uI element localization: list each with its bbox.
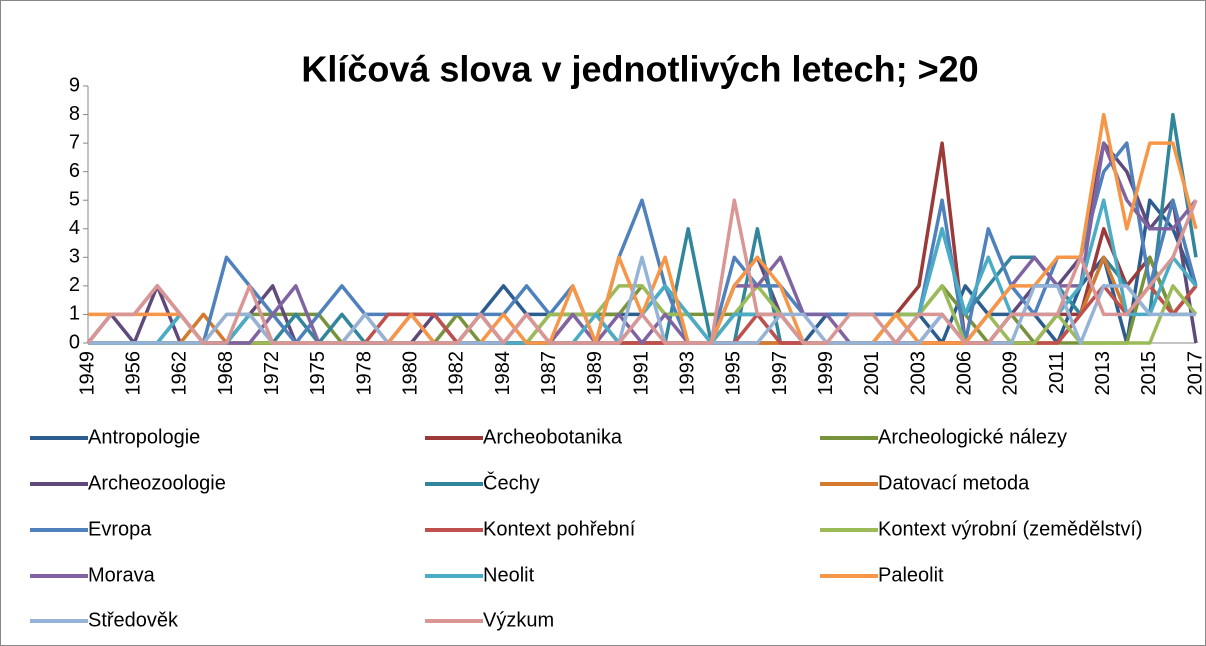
x-tick-label: 1972	[261, 351, 283, 396]
legend-label: Neolit	[483, 564, 535, 586]
x-tick-label: 1968	[215, 351, 237, 396]
x-tick-label: 1980	[399, 351, 421, 396]
x-tick-label: 1999	[815, 351, 837, 396]
x-tick-label: 1982	[446, 351, 468, 396]
series-line	[86, 198, 1198, 345]
x-tick-label: 1995	[723, 351, 745, 396]
x-tick-label: 1978	[353, 351, 375, 396]
y-tick-label: 8	[69, 103, 80, 125]
x-tick-label: 2001	[861, 351, 883, 396]
y-tick-label: 2	[69, 274, 80, 296]
legend-label: Evropa	[88, 518, 152, 540]
x-tick-label: 1993	[676, 351, 698, 396]
chart-title: Klíčová slova v jednotlivých letech; >20	[301, 49, 978, 90]
x-tick-label: 1991	[630, 351, 652, 396]
legend-label: Středověk	[88, 609, 179, 631]
y-tick-label: 3	[69, 246, 80, 268]
x-tick-label: 1956	[122, 351, 144, 396]
y-tick-label: 5	[69, 189, 80, 211]
x-tick-label: 1984	[492, 351, 514, 396]
legend-label: Antropologie	[88, 426, 200, 448]
x-tick-label: 2009	[1000, 351, 1022, 396]
legend-label: Archeologické nálezy	[878, 426, 1067, 448]
x-tick-label: 2006	[953, 351, 975, 396]
x-tick-label: 2015	[1138, 351, 1160, 396]
x-tick-label: 2003	[907, 351, 929, 396]
x-tick-label: 1997	[769, 351, 791, 396]
legend-label: Čechy	[483, 471, 540, 494]
x-tick-label: 2011	[1046, 351, 1068, 394]
legend-label: Datovací metoda	[878, 472, 1030, 494]
y-tick-label: 4	[69, 217, 80, 239]
x-tick-label: 2017	[1184, 351, 1206, 396]
y-tick-label: 0	[69, 331, 80, 353]
legend-label: Archeozoologie	[88, 472, 226, 494]
y-tick-label: 7	[69, 131, 80, 153]
legend-label: Paleolit	[878, 564, 944, 586]
x-tick-label: 1989	[584, 351, 606, 396]
x-tick-label: 1949	[76, 351, 98, 396]
y-tick-label: 6	[69, 160, 80, 182]
y-tick-label: 1	[69, 303, 80, 325]
x-tick-label: 1962	[169, 351, 191, 396]
x-tick-label: 2013	[1092, 351, 1114, 396]
legend-label: Kontext výrobní (zemědělství)	[878, 518, 1143, 540]
legend-label: Archeobotanika	[483, 426, 623, 448]
x-tick-label: 1975	[307, 351, 329, 396]
x-tick-label: 1987	[538, 351, 560, 396]
legend-label: Kontext pohřební	[483, 518, 636, 540]
legend-label: Morava	[88, 564, 156, 586]
legend-label: Výzkum	[483, 609, 554, 631]
y-tick-label: 9	[69, 74, 80, 96]
